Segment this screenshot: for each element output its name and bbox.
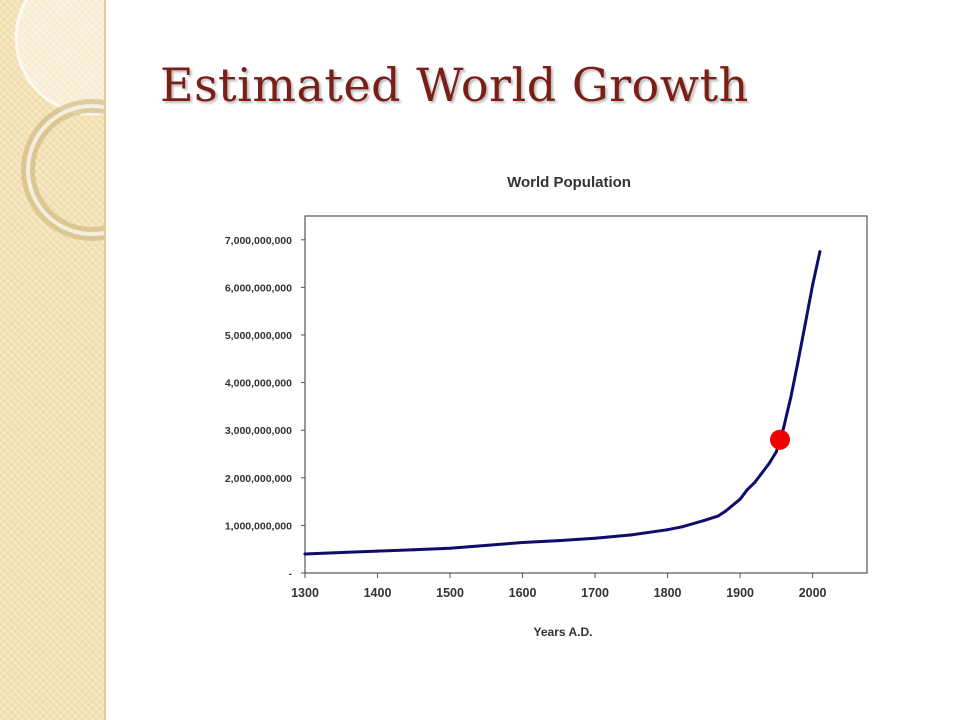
y-tick-label: 3,000,000,000 — [225, 425, 292, 437]
series-point — [412, 548, 416, 552]
decorative-side-band — [0, 0, 106, 720]
x-tick-label: 2000 — [799, 586, 827, 600]
plot-area — [304, 215, 868, 574]
series-point — [702, 519, 706, 523]
series-layer — [303, 250, 822, 556]
series-point — [557, 539, 561, 543]
series-point — [818, 250, 822, 254]
highlight-point — [770, 429, 790, 450]
series-point — [789, 395, 793, 399]
series-point — [724, 509, 728, 513]
series-point — [738, 497, 742, 501]
y-tick-label: 5,000,000,000 — [225, 330, 292, 342]
x-tick-label: 1400 — [364, 586, 392, 600]
series-point — [521, 541, 524, 544]
highlight-layer — [770, 429, 790, 450]
series-point — [484, 543, 488, 547]
series-point — [753, 481, 757, 485]
y-tick-label: 6,000,000,000 — [225, 282, 292, 294]
series-point — [680, 525, 684, 529]
x-axis: 1300 1400 1500 1600 1700 1800 1900 2000 — [291, 573, 827, 600]
series-point — [303, 552, 307, 556]
x-tick-label: 1300 — [291, 586, 319, 600]
series-point — [629, 533, 633, 537]
slide-title: Estimated World Growth — [160, 58, 749, 112]
x-tick-label: 1800 — [654, 586, 682, 600]
decorative-ring — [26, 104, 104, 236]
y-tick-label: 2,000,000,000 — [225, 473, 292, 485]
series-point — [339, 551, 343, 554]
series-point — [774, 450, 778, 454]
series-point — [593, 536, 597, 540]
decorative-circles — [14, 0, 104, 241]
y-tick-label: 1,000,000,000 — [225, 520, 292, 532]
y-axis: - 1,000,000,000 2,000,000,000 3,000,000,000… — [225, 235, 305, 580]
series-point — [666, 528, 670, 532]
series-point — [803, 321, 807, 325]
series-point — [448, 546, 452, 550]
series-point — [796, 359, 800, 363]
chart-title: World Population — [507, 174, 631, 191]
series-point — [767, 462, 771, 465]
x-tick-label: 1900 — [726, 586, 754, 600]
y-tick-label: 7,000,000,000 — [225, 235, 292, 247]
series-point — [811, 283, 815, 287]
y-tick-label: 4,000,000,000 — [225, 378, 292, 390]
y-tick-label: - — [289, 568, 293, 580]
series-point — [376, 549, 379, 553]
decorative-circle-large — [14, 0, 104, 116]
x-tick-label: 1500 — [436, 586, 464, 600]
x-tick-label: 1600 — [509, 586, 537, 600]
x-tick-label: 1700 — [581, 586, 609, 600]
series-point — [782, 426, 786, 430]
series-point — [745, 488, 749, 492]
series-point — [760, 471, 764, 475]
x-axis-label: Years A.D. — [534, 625, 593, 639]
series-point — [716, 514, 720, 518]
